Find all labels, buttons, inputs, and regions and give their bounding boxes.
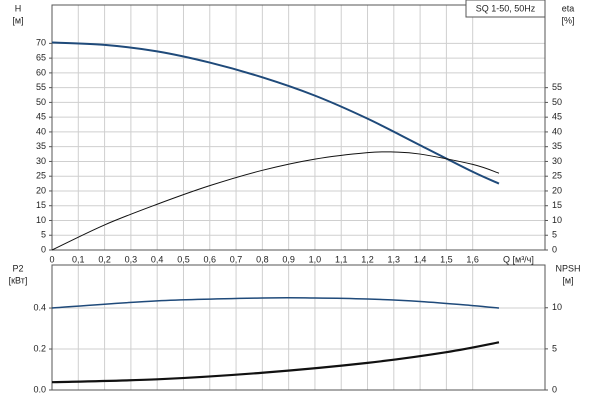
plot-frame (51, 264, 546, 391)
x-tick-label: 0,2 (98, 254, 111, 264)
y2-tick-label: 10 (552, 215, 562, 225)
x-tick-label: 0,6 (204, 254, 217, 264)
y-axis-label: H (15, 3, 22, 13)
y2-tick-label: 55 (552, 82, 562, 92)
chart-title: SQ 1-50, 50Hz (476, 3, 536, 13)
y-tick-label: 30 (36, 156, 46, 166)
x-tick-label: 1,0 (309, 254, 322, 264)
y-tick-label: 70 (36, 38, 46, 48)
y2-axis-label: NPSH (555, 263, 580, 273)
y2-tick-label: 30 (552, 156, 562, 166)
plot-frame (51, 4, 546, 251)
curve (51, 296, 500, 309)
y-axis-unit: [кВт] (9, 275, 28, 285)
x-tick-label: 0,9 (282, 254, 295, 264)
y-tick-label: 15 (36, 200, 46, 210)
y-tick-label: 40 (36, 126, 46, 136)
y-tick-label: 45 (36, 112, 46, 122)
y2-tick-label: 5 (552, 230, 557, 240)
curve (51, 341, 500, 384)
y2-tick-label: 25 (552, 171, 562, 181)
y-tick-label: 60 (36, 67, 46, 77)
y2-tick-label: 10 (552, 302, 562, 312)
x-axis-label: Q [м³/ч] (503, 254, 534, 264)
y2-tick-label: 40 (552, 126, 562, 136)
y2-axis-unit: [м] (562, 275, 573, 285)
y2-tick-label: 0 (552, 244, 557, 254)
y-tick-label: 0.0 (33, 384, 46, 394)
y-tick-label: 65 (36, 53, 46, 63)
y2-tick-label: 15 (552, 200, 562, 210)
y2-axis-label: eta (562, 3, 575, 13)
y-tick-label: 5 (41, 230, 46, 240)
y2-tick-label: 0 (552, 384, 557, 394)
x-tick-label: 0,1 (72, 254, 85, 264)
x-tick-label: 1,3 (388, 254, 401, 264)
curve (51, 151, 500, 251)
y-axis-label: P2 (12, 263, 23, 273)
y2-tick-label: 45 (552, 112, 562, 122)
y2-tick-label: 5 (552, 343, 557, 353)
y-tick-label: 10 (36, 215, 46, 225)
x-tick-label: 1,1 (335, 254, 348, 264)
y2-axis-unit: [%] (561, 15, 574, 25)
x-tick-label: 1,5 (440, 254, 453, 264)
x-tick-label: 0,8 (256, 254, 269, 264)
x-tick-label: 0,4 (151, 254, 164, 264)
x-tick-label: 1,2 (361, 254, 374, 264)
y-axis-unit: [м] (12, 15, 23, 25)
title-box (465, 0, 546, 18)
y2-tick-label: 35 (552, 141, 562, 151)
y-tick-label: 0 (41, 244, 46, 254)
y-tick-label: 25 (36, 171, 46, 181)
y-tick-label: 35 (36, 141, 46, 151)
x-tick-label: 0,5 (177, 254, 190, 264)
y-tick-label: 0.2 (33, 343, 46, 353)
y-tick-label: 55 (36, 82, 46, 92)
x-tick-label: 1,4 (414, 254, 427, 264)
x-tick-label: 0,3 (125, 254, 138, 264)
y-tick-label: 50 (36, 97, 46, 107)
x-tick-label: 1,6 (466, 254, 479, 264)
curve (51, 41, 500, 185)
y2-tick-label: 20 (552, 185, 562, 195)
x-tick-label: 0,7 (230, 254, 243, 264)
y2-tick-label: 50 (552, 97, 562, 107)
y-tick-label: 0.4 (33, 302, 46, 312)
y-tick-label: 20 (36, 185, 46, 195)
x-tick-label: 0 (49, 254, 54, 264)
